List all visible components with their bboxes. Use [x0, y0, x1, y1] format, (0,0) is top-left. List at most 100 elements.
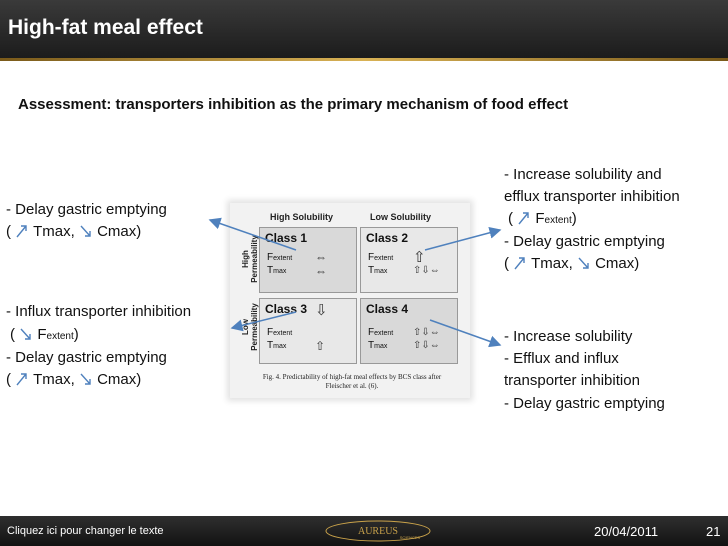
right-top-line3: ( Fextent) — [508, 209, 577, 230]
left-bottom-close: ) — [73, 326, 79, 343]
page-number: 21 — [706, 524, 721, 539]
left-top-line1: - Delay gastric emptying — [6, 201, 167, 218]
class-1-fextent: Fextent — [267, 252, 292, 263]
figure-caption-line1: Fig. 4. Predictability of high-fat meal … — [262, 373, 442, 381]
left-bottom-line3: - Delay gastric emptying — [6, 349, 167, 366]
right-top-line4: - Delay gastric emptying — [504, 233, 665, 250]
connector-class2-right — [424, 226, 502, 251]
connector-class3-left — [230, 311, 297, 332]
right-top-line1: - Increase solubility and — [504, 166, 662, 183]
class-3-f: F — [267, 327, 274, 338]
class-2-fextent: Fextent — [368, 252, 393, 263]
class-3-f-glyph: ⇩ — [315, 302, 328, 319]
logo-text: AUREUS — [358, 526, 398, 537]
left-bottom-line4: ( Tmax, Cmax) — [6, 370, 141, 389]
class-3-t: T — [267, 340, 274, 351]
right-top-line2: efflux transporter inhibition — [504, 188, 680, 205]
title-underline — [0, 58, 728, 61]
class-1-f: F — [267, 252, 274, 263]
aureus-logo: AUREUS SCIENCES — [325, 520, 431, 542]
class-4-fextent: Fextent — [368, 327, 393, 338]
arrow-down-right-icon — [80, 225, 91, 237]
arrow-up-right-icon — [16, 373, 27, 386]
right-top-close: ) — [571, 210, 577, 227]
class-2-t-sub: max — [374, 268, 388, 275]
class-4-f: F — [368, 327, 375, 338]
arrow-up-right-icon — [518, 212, 529, 225]
right-bottom-line2: - Efflux and influx — [504, 350, 619, 367]
left-top-tmax: Tmax, — [33, 223, 75, 240]
class-2-t-glyph: ⇧⇩⇔ — [413, 265, 440, 276]
class-2-cell: Class 2 Fextent Tmax ⇧ ⇧⇩⇔ — [360, 227, 458, 293]
connector-class1-left — [208, 217, 297, 251]
class-4-tmax: Tmax — [368, 340, 387, 351]
right-bottom-line1: - Increase solubility — [504, 328, 633, 345]
left-top-cmax: Cmax) — [97, 223, 142, 240]
right-bottom-line3: transporter inhibition — [504, 372, 640, 389]
footer-text[interactable]: Cliquez ici pour changer le texte — [7, 525, 164, 537]
figure-col-high-solubility: High Solubility — [270, 212, 333, 222]
class-1-tmax: Tmax — [267, 265, 286, 276]
class-2-f-sub: extent — [374, 255, 394, 262]
arrow-up-right-icon — [16, 225, 27, 238]
class-3-title: Class 3 — [265, 302, 308, 316]
class-4-t: T — [368, 340, 375, 351]
class-1-f-sub: extent — [273, 255, 293, 262]
class-1-cell: Class 1 Fextent Tmax ⇔ ⇔ — [259, 227, 357, 293]
title-bar — [0, 0, 728, 58]
class-3-cell: Class 3 Fextent Tmax ⇩ ⇧ — [259, 298, 357, 364]
figure-caption: Fig. 4. Predictability of high-fat meal … — [242, 373, 462, 391]
arrow-down-right-icon — [80, 373, 91, 385]
left-bottom-open: ( — [10, 326, 15, 343]
left-bottom-tmax: Tmax, — [33, 371, 75, 388]
class-3-f-sub: extent — [273, 330, 293, 337]
right-top-open: ( — [508, 210, 513, 227]
slide-title: High-fat meal effect — [8, 16, 203, 39]
connector-class4-right — [429, 319, 502, 348]
left-top-line2: ( Tmax, Cmax) — [6, 222, 141, 241]
class-3-fextent: Fextent — [267, 327, 292, 338]
figure-caption-line2: Fleischer et al. (6). — [325, 382, 379, 390]
arrow-down-right-icon — [20, 328, 31, 340]
class-4-t-glyph: ⇧⇩⇔ — [413, 340, 440, 351]
class-2-tmax: Tmax — [368, 265, 387, 276]
left-bottom-f-sub: extent — [46, 331, 74, 342]
footer-date: 20/04/2011 — [594, 524, 659, 539]
class-1-t: T — [267, 265, 274, 276]
right-bottom-line4: - Delay gastric emptying — [504, 395, 665, 412]
logo-subtext: SCIENCES — [400, 535, 421, 540]
class-1-f-glyph: ⇔ — [315, 250, 327, 264]
bcs-figure: High Solubility Low Solubility High Perm… — [230, 203, 470, 398]
class-4-f-sub: extent — [374, 330, 394, 337]
figure-col-low-solubility: Low Solubility — [370, 212, 431, 222]
left-bottom-f: F — [37, 326, 47, 343]
right-top-tmax: Tmax, — [531, 255, 573, 272]
arrow-up-right-icon — [514, 257, 525, 270]
class-1-t-sub: max — [273, 268, 287, 275]
left-top-open: ( — [6, 223, 11, 240]
right-top-f: F — [535, 210, 545, 227]
class-4-t-sub: max — [374, 343, 388, 350]
class-1-t-glyph: ⇔ — [315, 264, 327, 278]
class-2-f-glyph: ⇧ — [413, 249, 426, 266]
class-2-t: T — [368, 265, 375, 276]
class-3-tmax: Tmax — [267, 340, 286, 351]
right-top-f-sub: extent — [544, 215, 572, 226]
class-4-f-glyph: ⇧⇩⇔ — [413, 327, 440, 338]
right-top-cmax: Cmax) — [595, 255, 640, 272]
right-top-open2: ( — [504, 255, 509, 272]
class-4-title: Class 4 — [366, 302, 409, 316]
right-top-line5: ( Tmax, Cmax) — [504, 254, 639, 273]
left-bottom-line1: - Influx transporter inhibition — [6, 303, 192, 320]
class-2-title: Class 2 — [366, 231, 409, 245]
class-1-title: Class 1 — [265, 231, 308, 245]
arrow-down-right-icon — [578, 257, 589, 269]
class-2-f: F — [368, 252, 375, 263]
class-3-t-glyph: ⇧ — [315, 339, 326, 353]
left-bottom-cmax: Cmax) — [97, 371, 142, 388]
class-3-t-sub: max — [273, 343, 287, 350]
slide-subtitle: Assessment: transporters inhibition as t… — [18, 96, 569, 113]
class-4-cell: Class 4 Fextent Tmax ⇧⇩⇔ ⇧⇩⇔ — [360, 298, 458, 364]
left-bottom-open2: ( — [6, 371, 11, 388]
